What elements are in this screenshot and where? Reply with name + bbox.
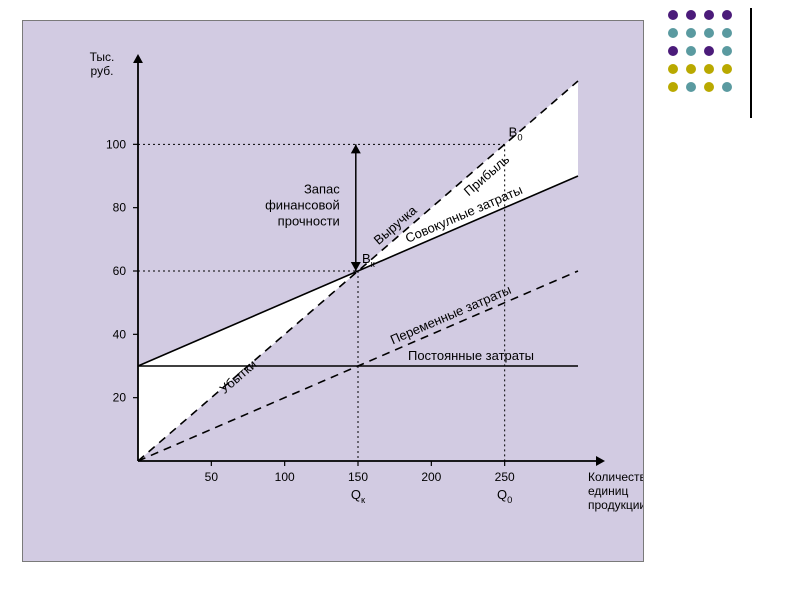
decor-dot (686, 64, 696, 74)
decor-dot (722, 10, 732, 20)
decor-dot (668, 64, 678, 74)
decor-dot (704, 46, 714, 56)
svg-text:Переменные затраты: Переменные затраты (388, 282, 513, 347)
svg-text:Запас: Запас (304, 182, 340, 197)
decor-dot (668, 10, 678, 20)
decorative-dot-grid (668, 10, 740, 100)
svg-text:прочности: прочности (278, 214, 340, 229)
decor-dot (686, 82, 696, 92)
decor-dot (704, 82, 714, 92)
decorative-vertical-line (750, 8, 752, 118)
svg-text:80: 80 (113, 201, 127, 215)
svg-text:60: 60 (113, 264, 127, 278)
decor-dot (722, 82, 732, 92)
svg-text:150: 150 (348, 470, 368, 484)
svg-text:Qк: Qк (351, 487, 366, 505)
svg-text:Количество: Количество (588, 470, 643, 484)
decor-dot (722, 28, 732, 38)
decor-dot (668, 28, 678, 38)
svg-text:200: 200 (421, 470, 441, 484)
svg-text:Тыс.: Тыс. (90, 50, 115, 64)
decor-dot (668, 82, 678, 92)
svg-text:100: 100 (275, 470, 295, 484)
decor-dot (686, 46, 696, 56)
chart-panel: 50 100 150 200 250 20 40 60 80 100 Тыс.руб. Количес… (22, 20, 644, 562)
decor-dot (704, 10, 714, 20)
decor-dot (704, 28, 714, 38)
svg-text:руб.: руб. (91, 64, 114, 78)
svg-text:финансовой: финансовой (265, 198, 340, 213)
chart-svg: 50 100 150 200 250 20 40 60 80 100 Тыс.руб. Количес… (23, 21, 643, 561)
decor-dot (686, 28, 696, 38)
decor-dot (686, 10, 696, 20)
decor-dot (722, 46, 732, 56)
svg-text:Q0: Q0 (497, 487, 512, 505)
svg-text:50: 50 (205, 470, 219, 484)
svg-text:250: 250 (495, 470, 515, 484)
decor-dot (704, 64, 714, 74)
svg-text:20: 20 (113, 391, 127, 405)
svg-text:единиц: единиц (588, 484, 628, 498)
slide-stage: 50 100 150 200 250 20 40 60 80 100 Тыс.руб. Количес… (0, 0, 800, 600)
svg-text:40: 40 (113, 327, 127, 341)
decor-dot (668, 46, 678, 56)
svg-text:100: 100 (106, 137, 126, 151)
svg-text:Постоянные затраты: Постоянные затраты (408, 348, 534, 363)
svg-text:продукции: продукции (588, 498, 643, 512)
decor-dot (722, 64, 732, 74)
